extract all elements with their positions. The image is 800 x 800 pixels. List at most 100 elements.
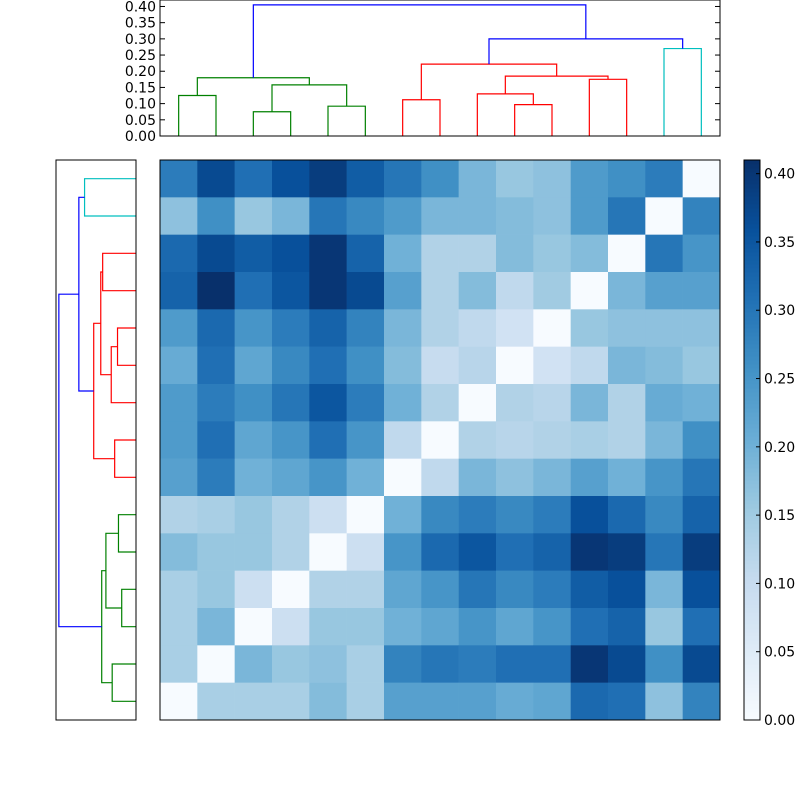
heatmap-cell bbox=[234, 197, 273, 235]
heatmap-cell bbox=[458, 608, 497, 646]
heatmap-cell bbox=[645, 272, 683, 310]
heatmap-cell bbox=[496, 234, 534, 273]
heatmap-cell bbox=[309, 272, 347, 310]
colorbar-segment bbox=[744, 468, 760, 473]
heatmap-cell bbox=[682, 272, 721, 310]
heatmap-cell bbox=[421, 533, 459, 571]
colorbar-segment bbox=[744, 696, 760, 701]
heatmap-cell bbox=[346, 421, 385, 459]
top-dendrogram: 0.000.050.100.150.200.250.300.350.40 bbox=[125, 0, 721, 145]
colorbar-tick-label: 0.00 bbox=[764, 713, 795, 729]
colorbar-segment bbox=[744, 160, 760, 165]
heatmap-cell bbox=[533, 682, 571, 721]
colorbar-tick-label: 0.05 bbox=[764, 645, 795, 661]
heatmap-cell bbox=[160, 272, 198, 310]
colorbar-segment bbox=[744, 688, 760, 693]
heatmap-cell bbox=[682, 645, 721, 683]
heatmap-cell bbox=[570, 608, 609, 646]
heatmap-cell bbox=[458, 496, 497, 534]
heatmap-cell bbox=[309, 384, 347, 422]
heatmap-cell bbox=[234, 533, 273, 571]
colorbar-segment bbox=[744, 328, 760, 333]
colorbar-segment bbox=[744, 432, 760, 437]
heatmap-cell bbox=[533, 197, 571, 235]
top-dendrogram-tick-label: 0.30 bbox=[125, 32, 156, 48]
colorbar-segment bbox=[744, 208, 760, 213]
colorbar-segment bbox=[744, 164, 760, 169]
colorbar-segment bbox=[744, 316, 760, 321]
heatmap-cell bbox=[309, 496, 347, 534]
colorbar-segment bbox=[744, 296, 760, 301]
colorbar-segment bbox=[744, 360, 760, 365]
heatmap-cell bbox=[421, 346, 459, 385]
colorbar-segment bbox=[744, 204, 760, 209]
left-dendrogram bbox=[55, 159, 137, 721]
heatmap-cell bbox=[570, 234, 609, 273]
heatmap-cell bbox=[682, 496, 721, 534]
heatmap-cell bbox=[533, 234, 571, 273]
heatmap-cell bbox=[272, 682, 310, 721]
heatmap-cell bbox=[309, 346, 347, 385]
colorbar-segment bbox=[744, 700, 760, 705]
colorbar-segment bbox=[744, 572, 760, 577]
colorbar-segment bbox=[744, 616, 760, 621]
heatmap-cell bbox=[645, 608, 683, 646]
top-dendrogram-tick-label: 0.00 bbox=[125, 129, 156, 145]
heatmap-cell bbox=[682, 234, 721, 273]
colorbar-segment bbox=[744, 488, 760, 493]
heatmap-cell bbox=[160, 421, 198, 459]
heatmap-cell bbox=[384, 234, 422, 273]
colorbar-segment bbox=[744, 520, 760, 525]
heatmap-cell bbox=[309, 234, 347, 273]
top-dendrogram-tick-label: 0.05 bbox=[125, 113, 156, 129]
heatmap-cell bbox=[160, 682, 198, 721]
colorbar-segment bbox=[744, 284, 760, 289]
heatmap-cell bbox=[197, 421, 235, 459]
heatmap-cell bbox=[272, 458, 310, 497]
heatmap-cell bbox=[608, 608, 646, 646]
colorbar-segment bbox=[744, 356, 760, 361]
heatmap-cell bbox=[496, 160, 534, 198]
colorbar-segment bbox=[744, 340, 760, 345]
heatmap-cell bbox=[197, 384, 235, 422]
heatmap-cell bbox=[309, 197, 347, 235]
colorbar-segment bbox=[744, 320, 760, 325]
heatmap-cell bbox=[234, 384, 273, 422]
colorbar-segment bbox=[744, 352, 760, 357]
colorbar-tick-label: 0.35 bbox=[764, 235, 795, 251]
heatmap-cell bbox=[346, 570, 385, 609]
colorbar-segment bbox=[744, 240, 760, 245]
heatmap-cell bbox=[272, 160, 310, 198]
colorbar-segment bbox=[744, 384, 760, 389]
heatmap-cell bbox=[272, 234, 310, 273]
colorbar-segment bbox=[744, 660, 760, 665]
colorbar-segment bbox=[744, 308, 760, 313]
colorbar-segment bbox=[744, 188, 760, 193]
colorbar-segment bbox=[744, 668, 760, 673]
heatmap-cell bbox=[346, 346, 385, 385]
heatmap-cell bbox=[234, 645, 273, 683]
top-dendrogram-tick-label: 0.15 bbox=[125, 80, 156, 96]
heatmap-cell bbox=[458, 458, 497, 497]
heatmap-frame bbox=[159, 159, 721, 721]
colorbar-segment bbox=[744, 232, 760, 237]
colorbar-segment bbox=[744, 344, 760, 349]
heatmap-cell bbox=[346, 608, 385, 646]
heatmap-cell bbox=[421, 570, 459, 609]
colorbar-segment bbox=[744, 704, 760, 709]
colorbar-segment bbox=[744, 496, 760, 501]
colorbar-segment bbox=[744, 500, 760, 505]
heatmap-cell bbox=[496, 384, 534, 422]
heatmap-cell bbox=[645, 645, 683, 683]
heatmap-cell bbox=[197, 197, 235, 235]
colorbar-tick-label: 0.20 bbox=[764, 440, 795, 456]
colorbar-segment bbox=[744, 676, 760, 681]
heatmap-cell bbox=[272, 272, 310, 310]
heatmap-cell bbox=[160, 458, 198, 497]
heatmap-cell bbox=[272, 645, 310, 683]
colorbar-segment bbox=[744, 412, 760, 417]
colorbar-segment bbox=[744, 548, 760, 553]
heatmap-cell bbox=[272, 197, 310, 235]
colorbar-segment bbox=[744, 348, 760, 353]
colorbar-segment bbox=[744, 504, 760, 509]
